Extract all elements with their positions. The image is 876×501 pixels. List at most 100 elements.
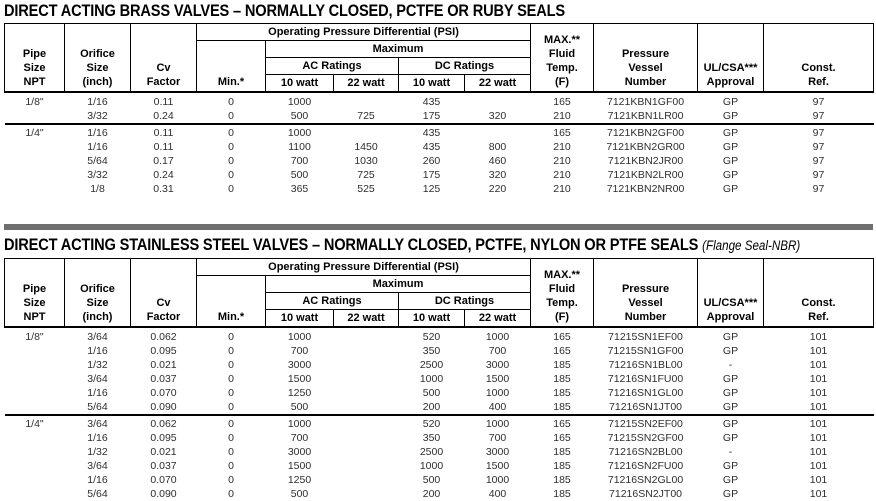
cell-ac-10watt: 700 [290,155,309,167]
cell-pipe-size [5,140,65,154]
cell-const-ref: 101 [809,460,828,472]
cell-cv-factor: 0.062 [150,331,177,343]
cell-dc-10watt: 260 [422,155,441,167]
cell-dc-22watt: 400 [488,488,507,500]
cell-cv-factor: 0.11 [130,123,197,140]
cell-pressure-vessel-number: 71215SN1EF00 [608,331,683,343]
cell-max-fluid-temp: 165 [530,123,594,140]
cell-dc-22watt: 400 [488,401,507,413]
table-row: 1/16 0.095 0 700 350 700 165 71215SN2GF00 GP 101 [5,431,874,445]
cell-min-psi: 0 [228,401,234,413]
cell-min-psi: 0 [196,123,266,140]
cell-ul-csa-approval: GP [722,488,739,500]
cell-pressure-vessel-number: 71215SN2GF00 [607,432,684,444]
cell-pipe-size: 1/8" [25,331,44,343]
col-header-maximum: Maximum [264,275,532,293]
cell-orifice-size: 5/64 [87,155,108,167]
cell-min-psi: 0 [228,331,234,343]
cell-dc-10watt: 500 [422,387,441,399]
cell-pressure-vessel-number: 71216SN2FU00 [607,460,684,472]
cell-pipe-size [5,431,65,445]
cell-orifice-size: 1/16 [87,96,108,108]
catalog-page: DIRECT ACTING BRASS VALVES – NORMALLY CL… [4,2,876,501]
cell-ac-10watt: 500 [290,401,309,413]
cell-dc-10watt: 175 [422,169,441,181]
table-row: 5/64 0.090 0 500 200 400 185 71216SN1JT00 GP 101 [5,400,874,415]
table-row: 1/16 0.11 0 1100 1450 435 800 210 7121KBN2GR00 GP… [5,140,874,154]
cell-const-ref: 97 [812,169,825,181]
cell-ul-csa-approval: GP [722,460,739,472]
cell-ac-10watt: 1000 [265,414,334,431]
col-header-max-fluid-temp: MAX.** Fluid Temp. (F) [530,258,595,328]
cell-cv-factor: 0.095 [150,345,177,357]
stainless-section-title: DIRECT ACTING STAINLESS STEEL VALVES – N… [4,236,876,255]
table-row: 3/32 0.24 0 500 725 175 320 210 7121KBN1LR00 GP 97 [5,109,874,124]
cell-const-ref: 101 [809,359,828,371]
cell-ac-10watt: 1000 [287,96,312,108]
cell-cv-factor: 0.11 [153,141,174,153]
table-body: 1/8" 1/16 0.11 0 1000 435 165 7121KBN1GF00 GP 97 3… [4,92,874,196]
cell-pressure-vessel-number: 71216SN1JT00 [609,401,682,413]
cell-ac-22watt [334,487,399,501]
brass-section-title: DIRECT ACTING BRASS VALVES – NORMALLY CL… [4,2,876,20]
cell-const-ref: 101 [809,488,828,500]
cell-ul-csa-approval: GP [722,387,739,399]
brass-valves-section: DIRECT ACTING BRASS VALVES – NORMALLY CL… [4,2,876,196]
cell-cv-factor: 0.24 [153,110,174,122]
cell-ac-22watt [334,431,399,445]
cell-ac-22watt [334,92,399,109]
col-header-dc-22watt: 22 watt [463,74,532,93]
cell-pressure-vessel-number: 71216SN1GL00 [607,387,684,399]
col-header-min: Min.* [196,40,266,93]
cell-pipe-size [5,445,65,459]
cell-dc-22watt: 700 [488,432,507,444]
section-divider [4,224,873,230]
cell-min-psi: 0 [228,183,234,195]
section-title-suffix: (Flange Seal-NBR) [702,238,801,253]
col-header-min: Min.* [196,275,266,328]
cell-min-psi: 0 [228,373,234,385]
table-row: 3/64 0.037 0 1500 1000 1500 185 71216SN2FU00 GP 1… [5,459,874,473]
col-header-dc-ratings: DC Ratings [397,292,532,310]
cell-ac-10watt: 700 [290,432,309,444]
col-header-operating-pressure: Operating Pressure Differential (PSI) [195,258,532,276]
col-header-cv-factor: Cv Factor [130,258,197,328]
cell-pressure-vessel-number: 7121KBN2JR00 [607,155,684,167]
cell-ac-10watt: 3000 [287,359,312,371]
cell-dc-10watt: 125 [422,183,441,195]
cell-dc-22watt: 1000 [485,331,510,343]
table-row: 1/16 0.095 0 700 350 700 165 71215SN1GF00 GP 101 [5,344,874,358]
col-header-ac-22watt: 22 watt [333,309,399,328]
cell-ul-csa-approval: GP [697,414,764,431]
cell-dc-10watt: 2500 [419,446,444,458]
col-header-pipe-size: Pipe Size NPT [4,258,65,328]
cell-dc-22watt: 3000 [485,359,510,371]
cell-ac-22watt [334,344,399,358]
cell-min-psi: 0 [228,387,234,399]
cell-orifice-size: 1/16 [87,387,108,399]
cell-min-psi: 0 [228,96,234,108]
brass-valves-table: Pipe Size NPT Orifice Size (inch) Cv Fac… [4,23,875,196]
cell-dc-22watt: 320 [488,110,507,122]
col-header-ac-ratings: AC Ratings [265,57,399,75]
cell-dc-10watt: 500 [422,474,441,486]
cell-const-ref: 101 [809,432,828,444]
col-header-const-ref: Const. Ref. [763,23,875,93]
cell-max-fluid-temp: 185 [553,488,571,500]
cell-ac-22watt [334,459,399,473]
cell-ac-10watt: 365 [290,183,309,195]
cell-const-ref: 101 [809,446,828,458]
cell-min-psi: 0 [196,414,266,431]
cell-pipe-size [5,400,65,415]
cell-cv-factor: 0.062 [130,414,197,431]
cell-pipe-size [5,109,65,124]
cell-ac-22watt: 525 [357,183,375,195]
cell-min-psi: 0 [228,169,234,181]
cell-ul-csa-approval: - [728,359,733,371]
cell-ac-10watt: 500 [290,169,309,181]
cell-pressure-vessel-number: 7121KBN2LR00 [607,169,684,181]
cell-const-ref: 101 [809,345,828,357]
cell-const-ref: 97 [763,123,874,140]
col-header-maximum: Maximum [264,40,532,58]
cell-min-psi: 0 [228,446,234,458]
